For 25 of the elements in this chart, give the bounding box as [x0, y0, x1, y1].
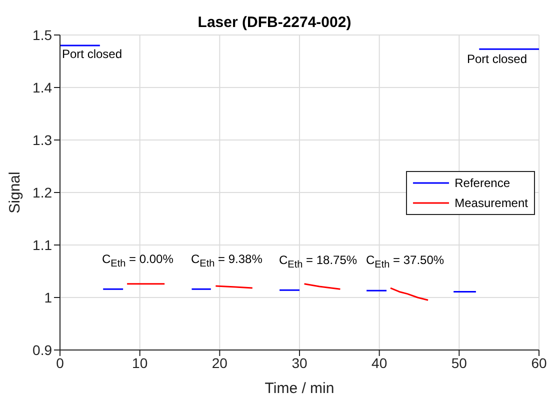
annotation: Port closed: [62, 47, 122, 61]
annotation: C$_{Eth}$ = 18.75%: [279, 253, 358, 270]
y-tick-label: 1.1: [32, 236, 52, 253]
legend-label: Measurement: [454, 195, 528, 212]
chart-title: Laser (DFB-2274-002): [198, 14, 352, 31]
y-axis-title: Signal: [6, 172, 24, 214]
x-tick-label: 50: [451, 354, 468, 371]
x-tick-label: 10: [132, 354, 148, 371]
x-tick-label: 20: [212, 354, 228, 371]
x-tick-label: 30: [292, 354, 308, 371]
legend-label: Reference: [454, 175, 510, 192]
y-tick-label: 1.3: [32, 132, 52, 148]
x-tick-label: 40: [372, 354, 388, 371]
annotation: Port closed: [467, 52, 528, 66]
annotation: C$_{Eth}$ = 37.50%: [366, 253, 444, 270]
x-tick-label: 60: [531, 354, 547, 371]
annotation: C$_{Eth}$ = 0.00%: [102, 252, 174, 270]
y-tick-label: 0.9: [32, 342, 52, 358]
y-tick-label: 1.2: [32, 184, 52, 200]
x-tick-label: 0: [56, 354, 64, 371]
y-tick-label: 1: [44, 289, 52, 306]
y-tick-label: 1.5: [32, 26, 52, 43]
x-axis-title: Time / min: [264, 380, 334, 397]
y-tick-label: 1.4: [32, 79, 52, 96]
annotation: C$_{Eth}$ = 9.38%: [191, 252, 262, 270]
